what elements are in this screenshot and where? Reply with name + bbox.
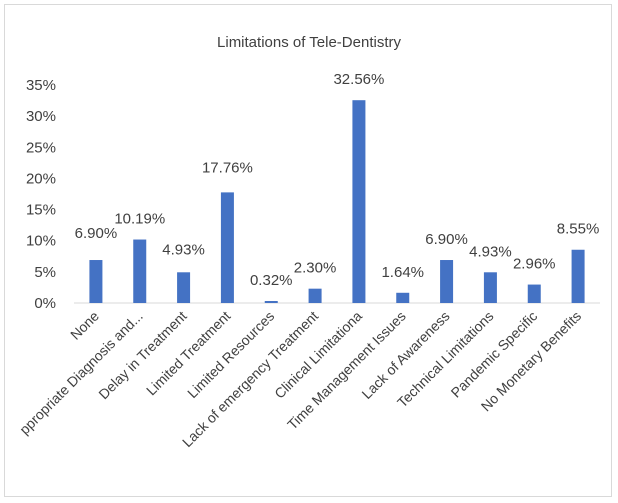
data-label: 2.96% (513, 256, 556, 273)
data-label: 6.90% (75, 225, 118, 242)
data-label: 0.32% (250, 272, 293, 289)
y-axis-tick-labels: 0% 5% 10% 15% 20% 25% 30% 35% (26, 77, 56, 312)
bar (571, 249, 585, 303)
data-label: 32.56% (333, 71, 384, 88)
y-tick-label: 20% (26, 170, 56, 187)
data-label: 10.19% (114, 211, 165, 228)
bar (133, 239, 147, 303)
bar (177, 272, 191, 303)
bar (352, 100, 366, 303)
y-tick-label: 25% (26, 139, 56, 156)
data-label: 6.90% (425, 231, 468, 248)
data-label: 2.30% (294, 260, 337, 277)
bar (483, 272, 497, 303)
bar (396, 292, 410, 303)
bar (220, 192, 234, 303)
data-label: 17.76% (202, 159, 253, 176)
y-tick-label: 30% (26, 108, 56, 125)
category-label: None (67, 308, 102, 343)
data-label: 4.93% (469, 243, 512, 260)
bar (527, 284, 541, 303)
data-labels: 6.90%10.19%4.93%17.76%0.32%2.30%32.56%1.… (75, 71, 600, 289)
y-tick-label: 0% (34, 295, 56, 312)
data-label: 8.55% (557, 221, 600, 238)
chart-frame (4, 4, 612, 497)
bar (264, 301, 278, 303)
y-tick-label: 15% (26, 202, 56, 219)
y-tick-label: 5% (34, 264, 56, 281)
bars (89, 100, 585, 303)
y-tick-label: 35% (26, 77, 56, 94)
chart-title: Limitations of Tele-Dentistry (217, 34, 401, 51)
bar (89, 260, 103, 303)
data-label: 1.64% (381, 264, 424, 281)
bar (308, 288, 322, 303)
y-tick-label: 10% (26, 233, 56, 250)
data-label: 4.93% (162, 241, 205, 258)
bar (440, 260, 454, 303)
